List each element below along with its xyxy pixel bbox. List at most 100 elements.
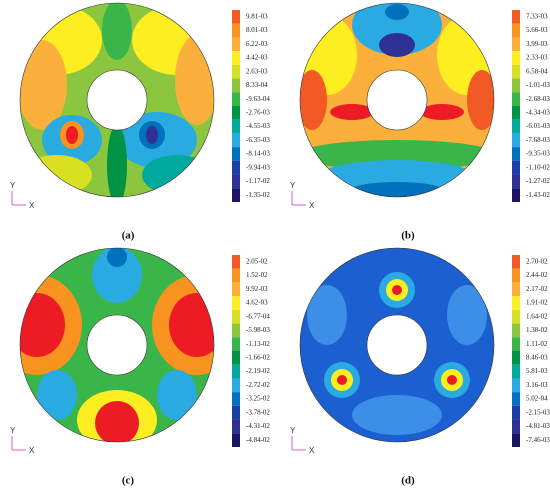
colorbar-label: -1.35-02 (246, 191, 270, 199)
colorbar-label: -1.66-02 (246, 353, 270, 361)
colorbar-label: 2.70-02 (526, 257, 548, 265)
colorbar-label: -1.43-02 (526, 191, 550, 199)
colorbar-swatch (232, 337, 240, 351)
colorbar-label: -5.98-03 (246, 326, 270, 334)
colorbar-swatch (232, 147, 240, 161)
colorbar-label: -6.77-04 (246, 312, 270, 320)
colorbar-swatch (512, 188, 520, 202)
colorbar-swatch (232, 323, 240, 338)
colorbar-label: 9.81-03 (246, 12, 268, 20)
colorbar-label: 2.44-02 (526, 271, 548, 279)
colorbar-swatch (512, 364, 520, 379)
colorbar-label: -7.68-03 (526, 136, 550, 144)
colorbar-label: 8.33-04 (246, 81, 268, 89)
colorbar-label: -1.27-02 (526, 177, 550, 185)
colorbar-label: 5.02-04 (526, 395, 548, 403)
colorbar-swatch (512, 433, 520, 447)
colorbar-swatch (232, 364, 240, 379)
colorbar-swatch (512, 282, 520, 297)
colorbar-swatch (232, 160, 240, 175)
colorbar-swatch (232, 392, 240, 406)
colorbar-label: -3.25-02 (246, 395, 270, 403)
colorbar-label: -1.10-02 (526, 163, 550, 171)
ring-hole (86, 314, 148, 376)
colorbar-swatch (512, 174, 520, 189)
colorbar-label: -1.01-03 (526, 81, 550, 89)
ring-hole (366, 69, 428, 131)
colorbar-label: -2.72-02 (246, 381, 270, 389)
colorbar-label: 5.81-03 (526, 367, 548, 375)
colorbar-label: -9.63-04 (246, 95, 270, 103)
ring-outline (299, 2, 495, 198)
colorbar-label: 6.58-04 (526, 67, 548, 75)
colorbar-label: -6.01-03 (526, 122, 550, 130)
panel-label: (d) (401, 475, 415, 487)
axis-y-label: Y (10, 426, 16, 435)
colorbar-swatch (512, 160, 520, 175)
colorbar-label: -6.35-03 (246, 136, 270, 144)
panel: 2.70-02 2.44-02 2.17-02 1.91-02 1.64-02 1.38-… (290, 247, 550, 487)
colorbar-label: 9.92-03 (246, 285, 268, 293)
colorbar-label: 2.05-02 (246, 257, 268, 265)
colorbar-swatch (512, 268, 520, 283)
colorbar-label: -8.14-03 (246, 150, 270, 158)
colorbar-swatch (512, 64, 520, 79)
colorbar-label: -9.35-03 (526, 150, 550, 158)
panel: 9.81-03 8.01-03 6.22-03 4.42-03 2.63-03 8.33-… (10, 2, 270, 242)
ring-hole (366, 314, 428, 376)
colorbar-label: 3.16-03 (526, 381, 548, 389)
colorbar-label: -7.46-03 (526, 436, 550, 444)
colorbar-swatch (232, 133, 240, 148)
colorbar-swatch (232, 188, 240, 202)
colorbar-swatch (512, 309, 520, 324)
colorbar-swatch (232, 106, 240, 120)
colorbar-swatch (232, 37, 240, 52)
ring-outline (299, 247, 495, 443)
colorbar-label: 6.22-03 (246, 40, 268, 48)
axis-x-label: X (309, 446, 315, 455)
colorbar-swatch (512, 106, 520, 120)
colorbar-label: -2.76-03 (246, 108, 270, 116)
colorbar-swatch (512, 392, 520, 406)
colorbar-swatch (232, 174, 240, 189)
colorbar-label: 5.66-03 (526, 26, 548, 34)
panel: 7.33-03 5.66-03 3.99-03 2.33-03 6.58-04 -1.01… (290, 2, 550, 242)
colorbar-swatch (232, 51, 240, 65)
colorbar-swatch (232, 296, 240, 310)
colorbar-swatch (512, 378, 520, 393)
colorbar-label: 4.62-03 (246, 299, 268, 307)
colorbar-label: 1.91-02 (526, 299, 548, 307)
colorbar-swatch (512, 337, 520, 351)
colorbar-swatch (512, 119, 520, 134)
panel-label: (b) (401, 230, 415, 242)
colorbar-swatch (512, 92, 520, 106)
colorbar-label: -2.19-02 (246, 367, 270, 375)
ring-outline (19, 247, 215, 443)
colorbar-label: 1.64-02 (526, 312, 548, 320)
colorbar-label: 1.38-02 (526, 326, 548, 334)
colorbar-swatch (232, 78, 240, 93)
colorbar-swatch (512, 255, 520, 269)
colorbar-label: -2.68-03 (526, 95, 550, 103)
panel-label: (c) (122, 475, 135, 487)
colorbar-swatch (232, 92, 240, 106)
colorbar-label: -3.78-02 (246, 408, 270, 416)
colorbar-swatch (512, 37, 520, 52)
colorbar-label: -1.13-02 (246, 340, 270, 348)
colorbar-swatch (232, 309, 240, 324)
colorbar-label: -4.31-02 (246, 422, 270, 430)
colorbar-label: 3.99-03 (526, 40, 548, 48)
axis-y-label: Y (290, 426, 296, 435)
colorbar-swatch (232, 351, 240, 365)
colorbar-swatch (232, 64, 240, 79)
panel: 2.05-02 1.52-02 9.92-03 4.62-03 -6.77-04 -5.9… (10, 247, 270, 487)
colorbar-swatch (232, 433, 240, 447)
colorbar-label: 7.33-03 (526, 12, 548, 20)
colorbar-label: 1.52-02 (246, 271, 268, 279)
colorbar-label: -4.34-03 (526, 108, 550, 116)
colorbar-swatch (232, 378, 240, 393)
colorbar-swatch (512, 51, 520, 65)
panel-label: (a) (122, 230, 135, 242)
colorbar-swatch (232, 405, 240, 420)
ring-outline (19, 2, 215, 198)
